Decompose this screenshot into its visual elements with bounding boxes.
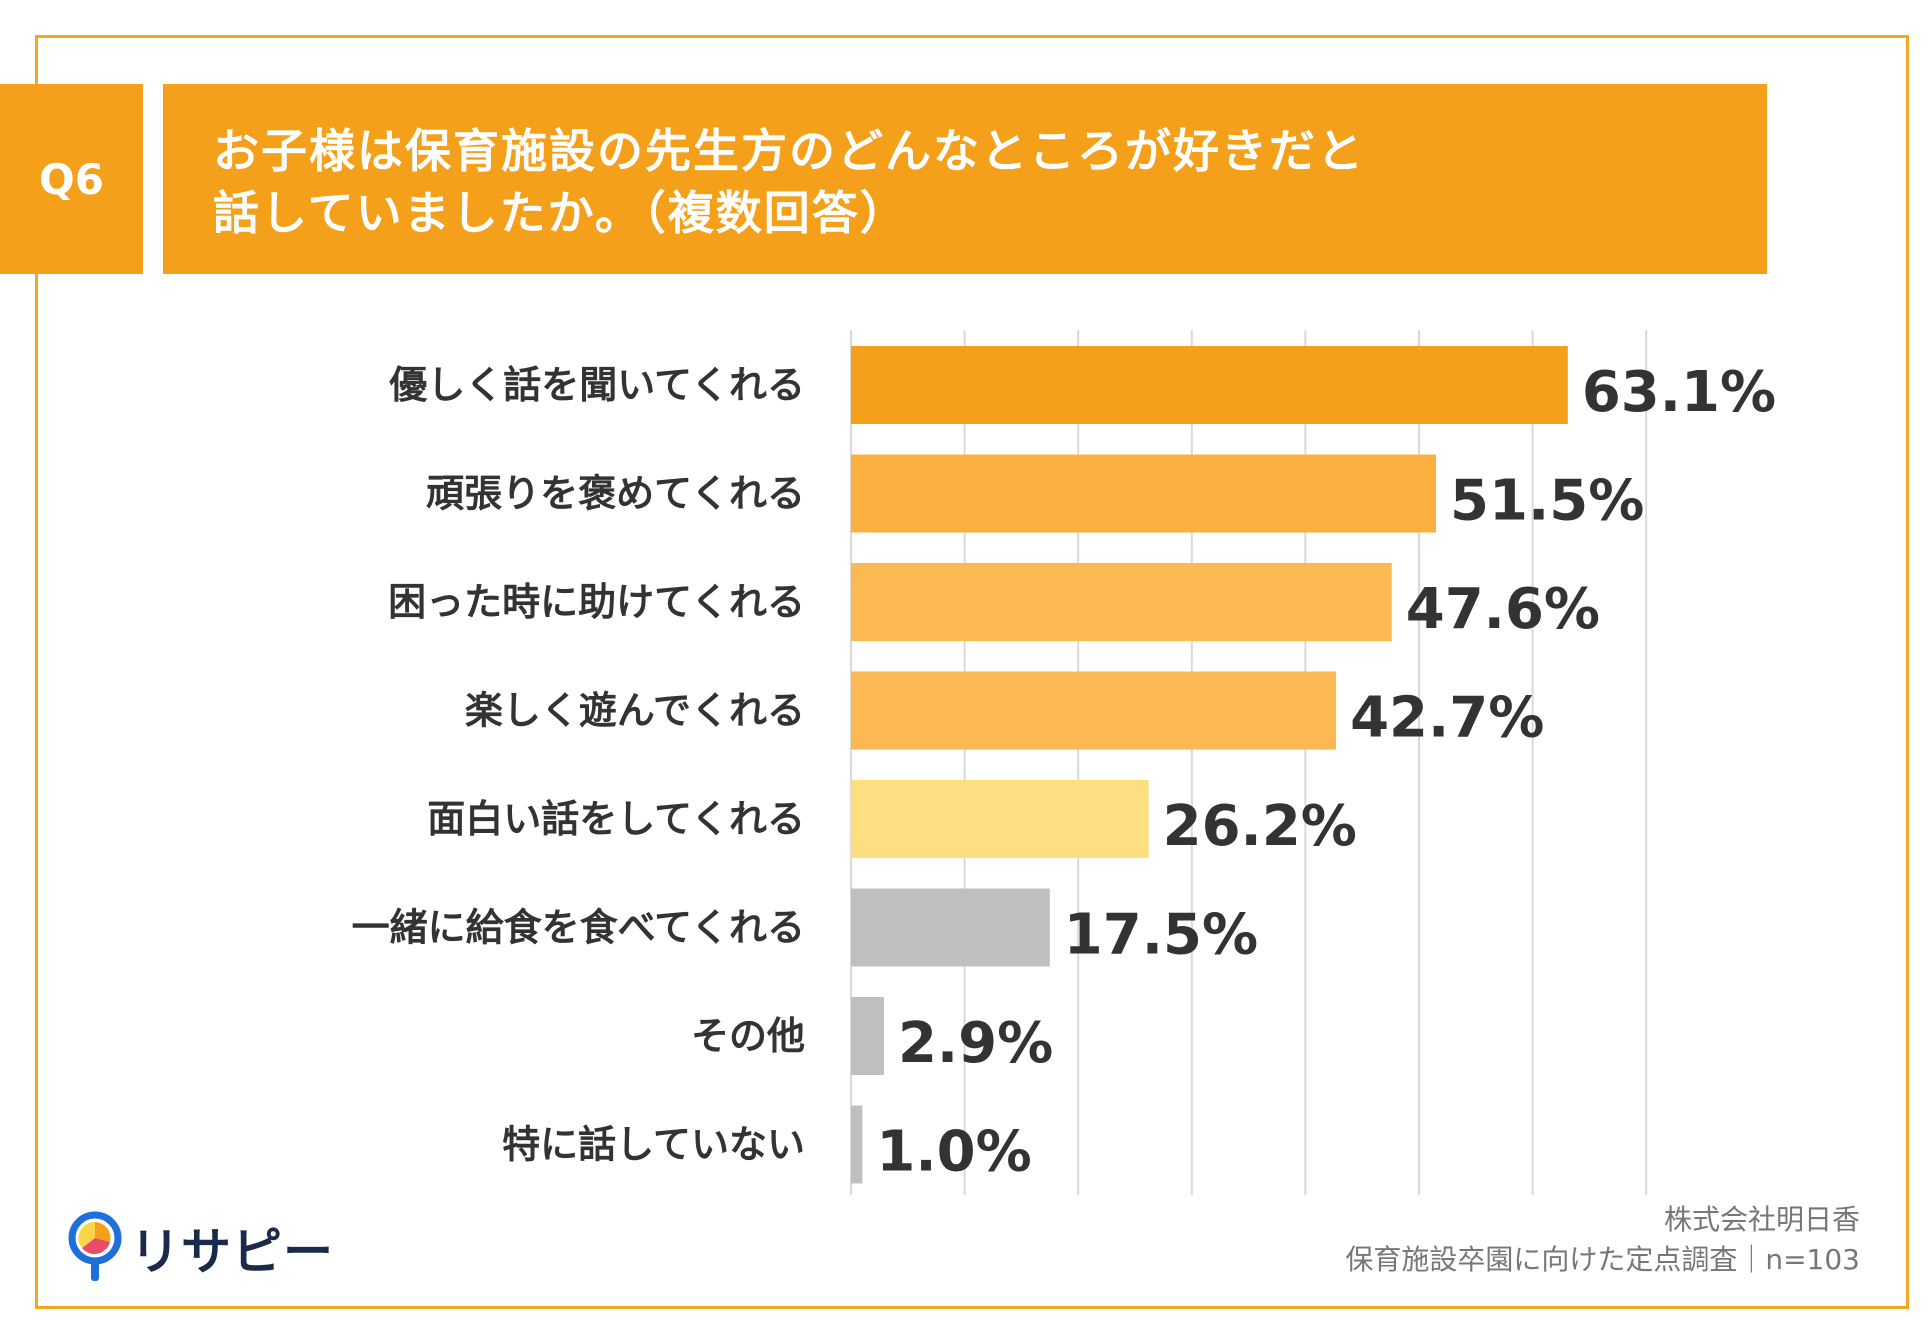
brand-logo: リサピー [68, 1208, 334, 1288]
bar [851, 346, 1568, 424]
source-company: 株式会社明日香 [1663, 1203, 1860, 1236]
value-label: 63.1% [1582, 360, 1776, 425]
bar [851, 454, 1437, 533]
category-label: 特に話していない [502, 1123, 805, 1167]
value-label: 42.7% [1350, 686, 1544, 751]
category-label: 頑張りを褒めてくれる [426, 472, 805, 516]
bar [851, 1105, 863, 1184]
value-label: 1.0% [876, 1120, 1031, 1185]
category-label: 一緒に給食を食べてくれる [352, 906, 805, 950]
map-pin-icon [68, 1211, 122, 1281]
bars [851, 346, 1568, 1184]
source-survey: 保育施設卒園に向けた定点調査｜n=103 [1345, 1243, 1860, 1276]
source-note: 株式会社明日香 保育施設卒園に向けた定点調査｜n=103 [1345, 1200, 1860, 1280]
bar [851, 997, 884, 1075]
bar [851, 888, 1050, 967]
category-label: その他 [691, 1014, 805, 1058]
question-title: お子様は保育施設の先生方のどんなところが好きだと 話していましたか。（複数回答） [163, 84, 1767, 274]
logo-text: リサピー [130, 1223, 334, 1281]
chart-frame [35, 35, 1909, 1309]
question-badge: Q6 [0, 84, 143, 274]
category-label: 困った時に助けてくれる [388, 580, 805, 624]
value-label: 2.9% [898, 1011, 1053, 1076]
category-labels: 優しく話を聞いてくれる頑張りを褒めてくれる困った時に助けてくれる楽しく遊んでくれ… [352, 363, 805, 1167]
category-label: 楽しく遊んでくれる [465, 689, 805, 733]
bar [851, 563, 1392, 641]
value-label: 47.6% [1406, 577, 1600, 642]
category-label: 面白い話をしてくれる [427, 797, 805, 841]
title-line-1: お子様は保育施設の先生方のどんなところが好きだと [213, 124, 1365, 178]
category-label: 優しく話を聞いてくれる [388, 363, 805, 407]
value-label: 17.5% [1064, 903, 1258, 968]
title-line-2: 話していましたか。（複数回答） [213, 186, 908, 240]
value-label: 51.5% [1450, 469, 1644, 534]
value-label: 26.2% [1163, 794, 1357, 859]
bar [851, 671, 1337, 750]
value-labels: 63.1% 51.5% 47.6% 42.7% 26.2% 17.5%2.9% 1.0% [876, 360, 1776, 1185]
bar [851, 780, 1149, 858]
